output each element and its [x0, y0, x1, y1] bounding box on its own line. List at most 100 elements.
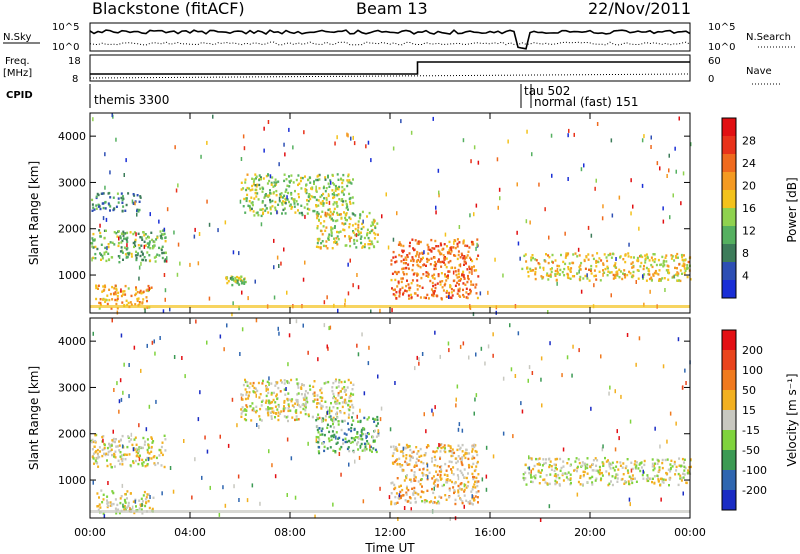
echo-cell — [458, 264, 461, 267]
nsky-tick-top: 10^5 — [52, 22, 79, 33]
echo-cell — [394, 278, 397, 282]
echo-cell — [472, 477, 475, 481]
echo-cell — [473, 476, 476, 479]
echo-cell — [677, 472, 680, 476]
echo-cell — [475, 491, 478, 494]
noise-cell — [609, 385, 611, 390]
echo-cell — [471, 266, 473, 269]
noise-cell — [104, 152, 106, 157]
echo-cell — [367, 243, 370, 246]
echo-cell — [361, 210, 364, 214]
echo-cell — [395, 291, 398, 294]
echo-cell — [351, 403, 354, 407]
echo-cell — [134, 244, 137, 248]
noise-cell — [540, 356, 543, 361]
echo-cell — [450, 460, 453, 464]
noise-cell — [223, 347, 225, 352]
echo-cell — [121, 201, 124, 204]
echo-cell — [325, 201, 328, 204]
noise-cell — [600, 354, 602, 359]
echo-cell — [282, 200, 284, 203]
echo-cell — [689, 278, 692, 281]
echo-cell — [118, 261, 121, 264]
echo-cell — [158, 448, 161, 452]
echo-cell — [284, 190, 287, 193]
echo-cell — [347, 378, 350, 382]
echo-cell — [420, 276, 423, 280]
echo-cell — [97, 465, 100, 468]
echo-cell — [578, 278, 581, 281]
echo-cell — [303, 384, 305, 387]
echo-cell — [153, 462, 156, 465]
noise-cell — [544, 207, 546, 212]
echo-cell — [145, 501, 148, 505]
echo-cell — [130, 438, 133, 441]
echo-cell — [140, 236, 143, 239]
echo-cell — [345, 401, 348, 405]
noise-cell — [462, 240, 464, 245]
noise-cell — [578, 348, 580, 353]
noise-cell — [630, 468, 633, 473]
echo-cell — [348, 216, 351, 219]
echo-cell — [241, 398, 244, 401]
echo-cell — [233, 279, 235, 282]
noise-cell — [435, 205, 437, 210]
echo-cell — [462, 257, 465, 260]
echo-cell — [632, 270, 635, 274]
echo-cell — [336, 204, 339, 208]
echo-cell — [320, 429, 323, 433]
echo-cell — [142, 290, 145, 293]
noise-cell — [135, 232, 137, 237]
echo-cell — [406, 463, 409, 466]
echo-cell — [630, 477, 633, 481]
echo-cell — [137, 244, 140, 247]
noise-cell — [363, 391, 366, 396]
echo-cell — [368, 211, 371, 215]
noise-cell — [459, 344, 462, 349]
echo-cell — [122, 230, 125, 233]
echo-cell — [410, 296, 413, 299]
echo-cell — [651, 465, 654, 468]
echo-cell — [261, 382, 264, 385]
echo-cell — [280, 192, 283, 195]
noise-cell — [650, 135, 652, 140]
noise-cell — [675, 421, 677, 426]
echo-cell — [437, 274, 440, 278]
power-colorbar-label: Power [dB] — [785, 177, 799, 242]
echo-cell — [402, 271, 405, 274]
echo-cell — [293, 405, 295, 409]
echo-cell — [160, 248, 163, 252]
echo-cell — [421, 500, 424, 503]
echo-cell — [338, 381, 340, 384]
echo-cell — [347, 208, 349, 211]
echo-cell — [227, 280, 230, 283]
echo-cell — [343, 419, 346, 423]
echo-cell — [641, 255, 644, 259]
noise-cell — [682, 171, 685, 176]
echo-cell — [262, 211, 265, 214]
echo-cell — [140, 508, 143, 511]
echo-cell — [551, 267, 553, 270]
echo-cell — [147, 444, 150, 447]
echo-cell — [251, 384, 254, 388]
echo-cell — [316, 425, 319, 428]
echo-cell — [164, 240, 167, 243]
echo-cell — [658, 269, 661, 272]
echo-cell — [569, 473, 572, 476]
noise-cell — [172, 489, 175, 494]
echo-cell — [614, 264, 616, 267]
echo-cell — [148, 506, 151, 510]
echo-cell — [258, 178, 261, 182]
echo-cell — [439, 242, 442, 245]
echo-cell — [351, 196, 354, 199]
echo-cell — [400, 494, 403, 498]
echo-cell — [415, 492, 418, 495]
echo-cell — [614, 276, 617, 279]
echo-cell — [125, 299, 128, 302]
noise-cell — [285, 387, 287, 391]
freq-frame — [89, 54, 691, 82]
echo-cell — [272, 411, 275, 415]
echo-cell — [472, 283, 475, 286]
echo-cell — [679, 477, 682, 480]
echo-cell — [129, 492, 132, 495]
